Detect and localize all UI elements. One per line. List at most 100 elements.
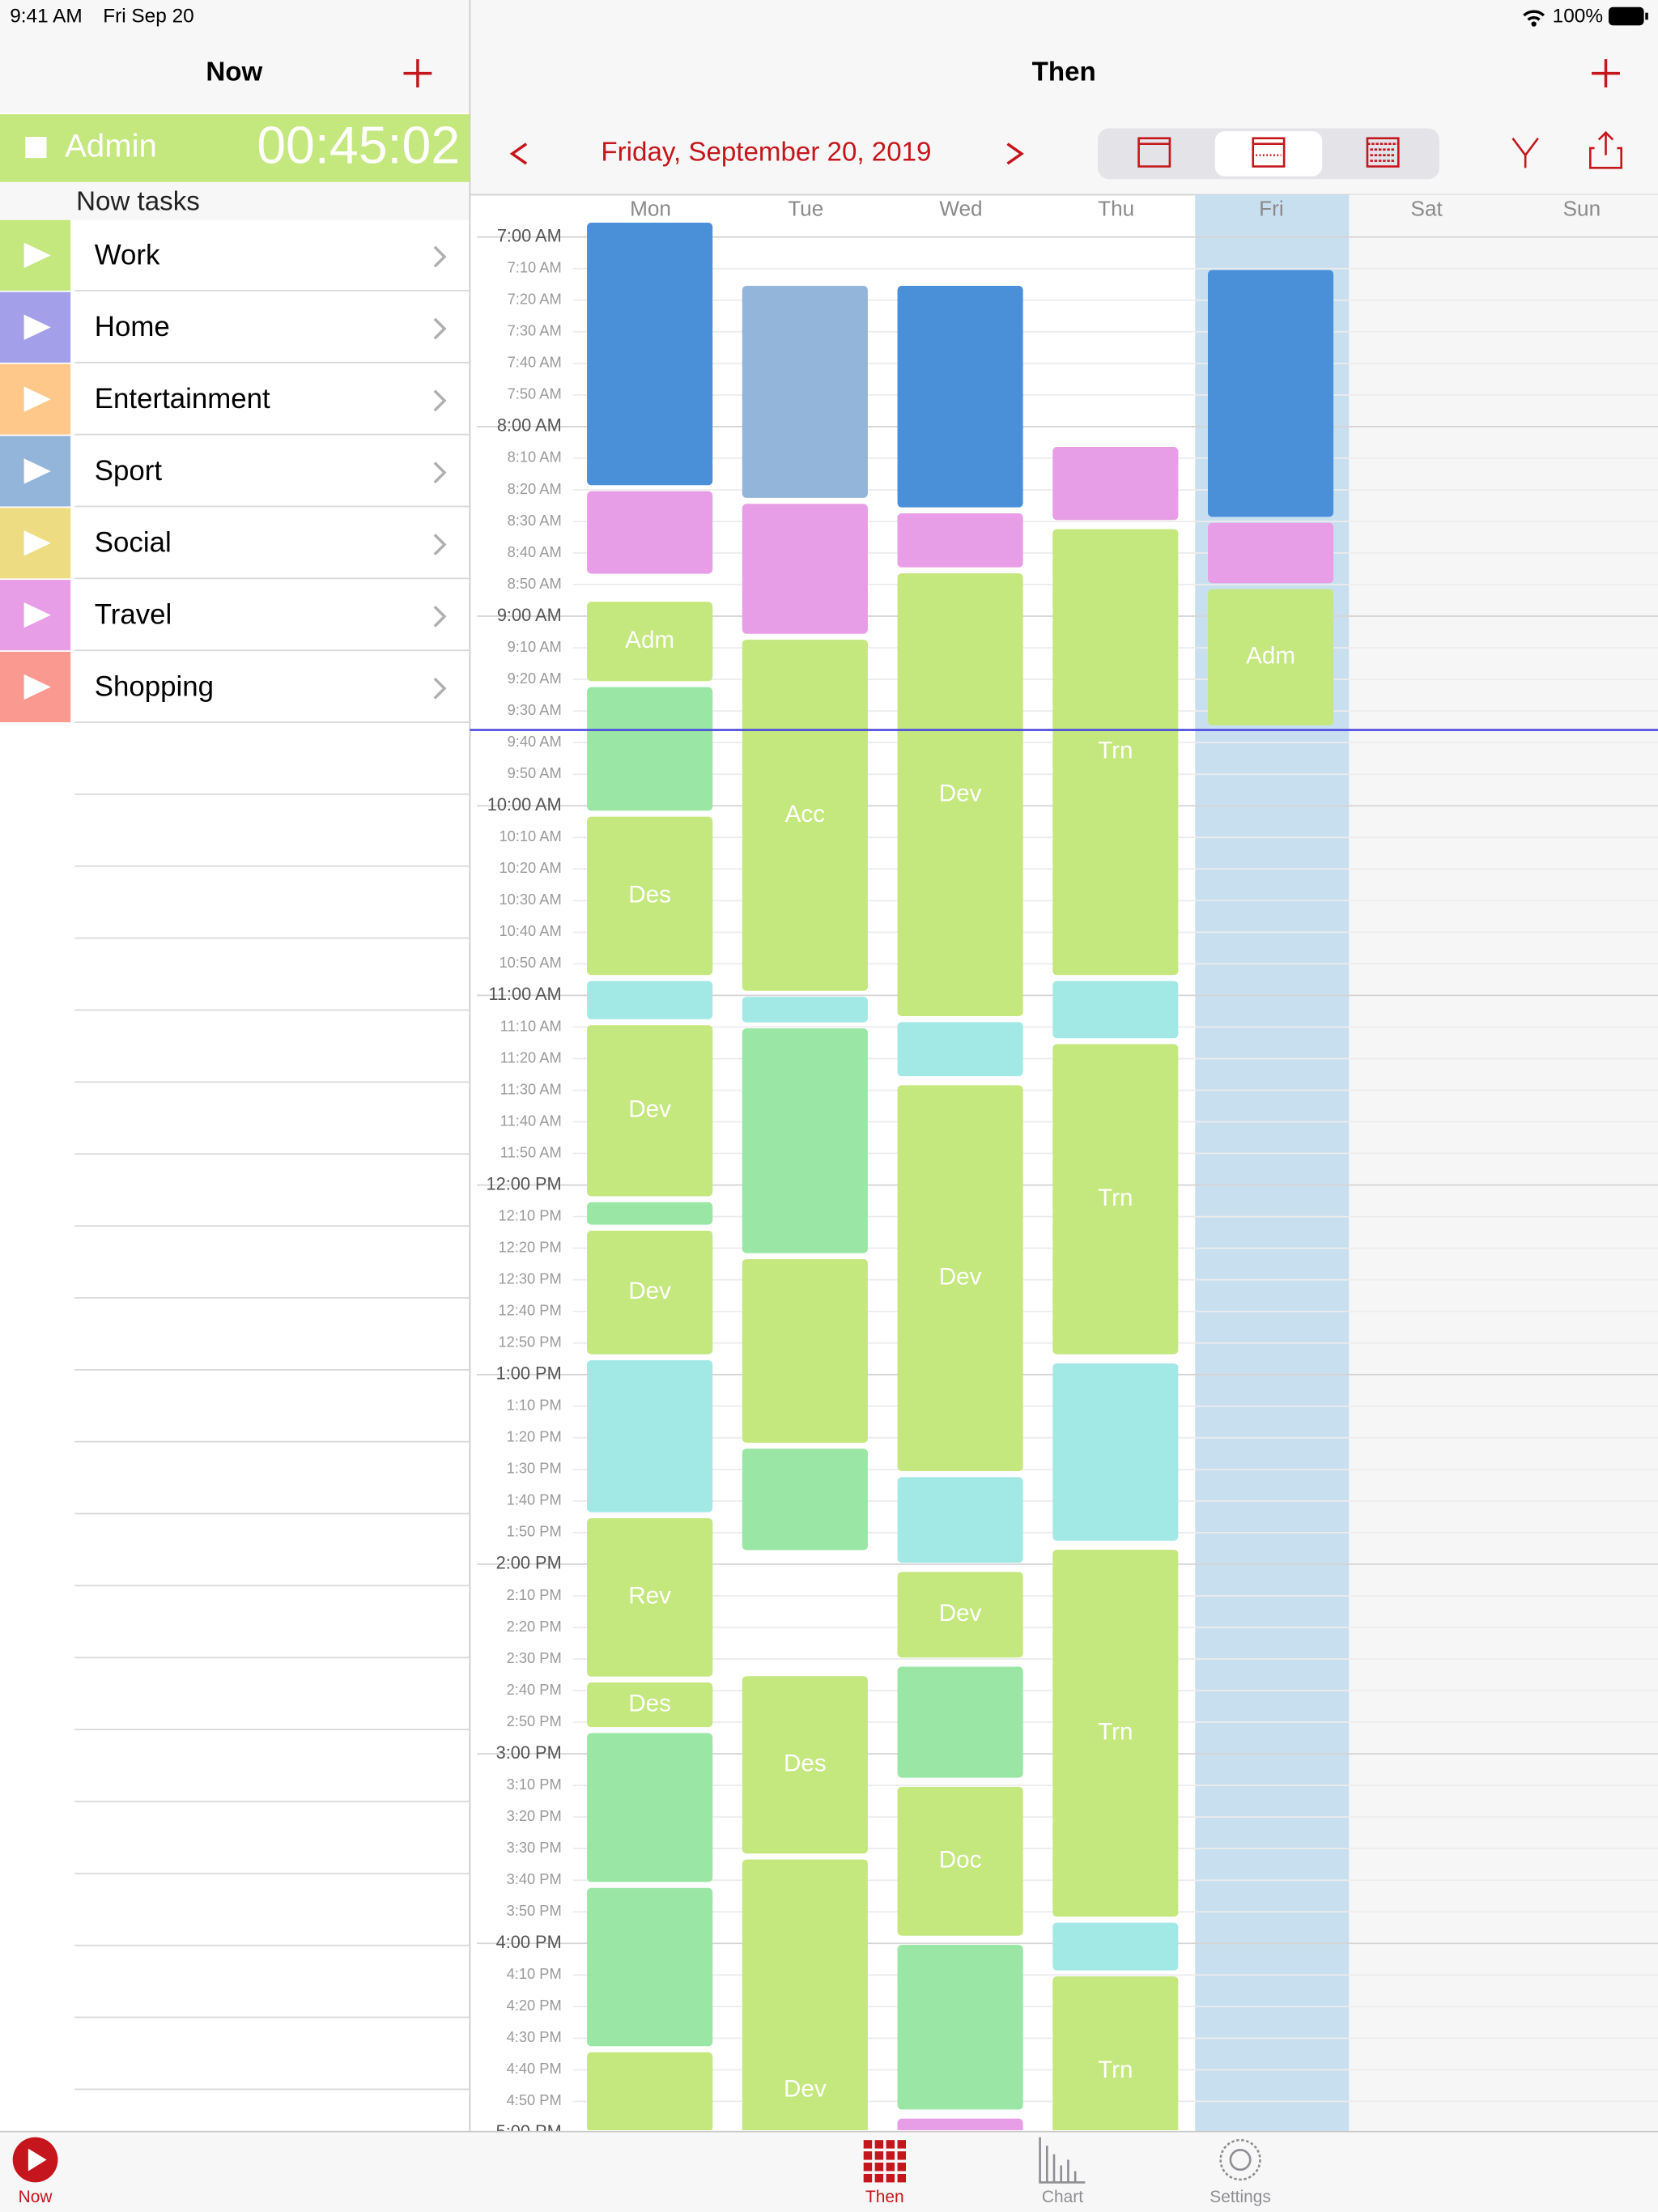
tab-icon[interactable]	[886, 2151, 895, 2160]
event-block[interactable]	[897, 2118, 1023, 2148]
task-name[interactable]: Shopping	[95, 670, 214, 702]
day-header[interactable]: Thu	[1098, 197, 1134, 221]
tab-label[interactable]: Settings	[1209, 2188, 1271, 2206]
play-icon[interactable]	[23, 674, 51, 700]
play-icon[interactable]	[23, 458, 51, 484]
week-view-icon[interactable]	[1252, 137, 1286, 168]
task-name[interactable]: Sport	[95, 455, 163, 487]
event-block[interactable]	[587, 1202, 713, 1225]
event-block[interactable]	[1207, 589, 1334, 725]
event-block[interactable]	[742, 640, 868, 991]
event-block[interactable]	[587, 1359, 713, 1512]
stop-icon[interactable]	[25, 137, 47, 159]
event-block[interactable]	[1052, 529, 1179, 976]
event-block[interactable]	[587, 981, 713, 1019]
event-block[interactable]	[897, 285, 1023, 508]
event-block[interactable]	[1052, 447, 1179, 521]
task-name[interactable]: Work	[95, 239, 160, 270]
task-name[interactable]: Social	[95, 527, 172, 559]
tab-icon[interactable]	[28, 2148, 47, 2172]
event-block[interactable]	[587, 2052, 713, 2132]
tab-icon[interactable]	[874, 2163, 884, 2172]
task-name[interactable]: Travel	[95, 599, 172, 631]
play-icon[interactable]	[23, 386, 51, 412]
event-block[interactable]	[587, 1887, 713, 2047]
event-block[interactable]	[897, 1022, 1023, 1077]
event-block[interactable]	[742, 285, 868, 498]
prev-button[interactable]	[509, 143, 528, 165]
event-block[interactable]	[587, 222, 713, 486]
event-block[interactable]	[587, 1230, 713, 1355]
tab-icon[interactable]	[863, 2140, 873, 2149]
event-block[interactable]	[897, 573, 1023, 1016]
play-icon[interactable]	[23, 602, 51, 628]
event-block[interactable]	[742, 1676, 868, 1854]
day-view-icon[interactable]	[1137, 137, 1171, 168]
tab-icon[interactable]	[863, 2151, 873, 2160]
day-header[interactable]: Mon	[630, 197, 671, 221]
day-header[interactable]: Fri	[1259, 197, 1283, 221]
tab-icon[interactable]	[1229, 2149, 1252, 2172]
event-block[interactable]	[742, 1028, 868, 1253]
day-header[interactable]: Wed	[939, 197, 982, 221]
event-block[interactable]	[742, 997, 868, 1023]
task-name[interactable]: Home	[95, 311, 170, 342]
tab-icon[interactable]	[897, 2140, 906, 2149]
tab-label[interactable]: Then	[865, 2188, 904, 2206]
event-block[interactable]	[742, 1259, 868, 1443]
day-header[interactable]: Sun	[1563, 197, 1601, 221]
timer-bar[interactable]	[0, 114, 470, 182]
tab-icon[interactable]	[874, 2173, 884, 2183]
add-button[interactable]	[403, 59, 432, 88]
event-block[interactable]	[742, 1448, 868, 1551]
tab-icon[interactable]	[897, 2163, 906, 2172]
play-icon[interactable]	[23, 530, 51, 556]
event-block[interactable]	[897, 1477, 1023, 1563]
event-block[interactable]	[587, 687, 713, 811]
tab-icon[interactable]	[897, 2173, 906, 2183]
tab-icon[interactable]	[874, 2140, 884, 2149]
tab-icon[interactable]	[1039, 2137, 1086, 2184]
add-button[interactable]	[1592, 59, 1620, 88]
event-block[interactable]	[587, 1682, 713, 1728]
event-block[interactable]	[1052, 1044, 1179, 1355]
next-button[interactable]	[1006, 143, 1024, 165]
event-block[interactable]	[1052, 1922, 1179, 1971]
filter-icon[interactable]	[1511, 137, 1539, 168]
tab-label[interactable]: Now	[19, 2188, 53, 2206]
event-block[interactable]	[587, 1518, 713, 1677]
event-block[interactable]	[587, 1025, 713, 1197]
event-block[interactable]	[1207, 270, 1334, 517]
event-block[interactable]	[1207, 522, 1334, 584]
day-header[interactable]: Sat	[1411, 197, 1443, 221]
event-block[interactable]	[897, 1666, 1023, 1778]
view-selected[interactable]	[1214, 131, 1323, 177]
event-block[interactable]	[897, 1572, 1023, 1658]
tab-icon[interactable]	[874, 2151, 884, 2160]
event-block[interactable]	[1052, 1550, 1179, 1917]
event-block[interactable]	[1052, 981, 1179, 1039]
event-block[interactable]	[742, 504, 868, 634]
event-block[interactable]	[587, 491, 713, 574]
event-block[interactable]	[587, 816, 713, 976]
event-block[interactable]	[897, 513, 1023, 568]
tab-icon[interactable]	[886, 2173, 895, 2183]
tab-icon[interactable]	[886, 2163, 895, 2172]
event-block[interactable]	[1052, 1363, 1179, 1541]
tab-icon[interactable]	[886, 2140, 895, 2149]
tab-icon[interactable]	[863, 2163, 873, 2172]
event-block[interactable]	[742, 1859, 868, 2212]
event-block[interactable]	[587, 1733, 713, 1882]
tab-label[interactable]: Chart	[1042, 2188, 1083, 2206]
share-icon[interactable]	[1589, 130, 1622, 169]
play-icon[interactable]	[23, 314, 51, 340]
event-block[interactable]	[1052, 1976, 1179, 2167]
event-block[interactable]	[587, 602, 713, 682]
tab-icon[interactable]	[863, 2173, 873, 2183]
day-header[interactable]: Tue	[788, 197, 823, 221]
event-block[interactable]	[897, 1085, 1023, 1471]
tab-icon[interactable]	[1219, 2138, 1261, 2181]
tab-icon[interactable]	[897, 2151, 906, 2160]
event-block[interactable]	[897, 1786, 1023, 1936]
event-block[interactable]	[897, 1944, 1023, 2110]
